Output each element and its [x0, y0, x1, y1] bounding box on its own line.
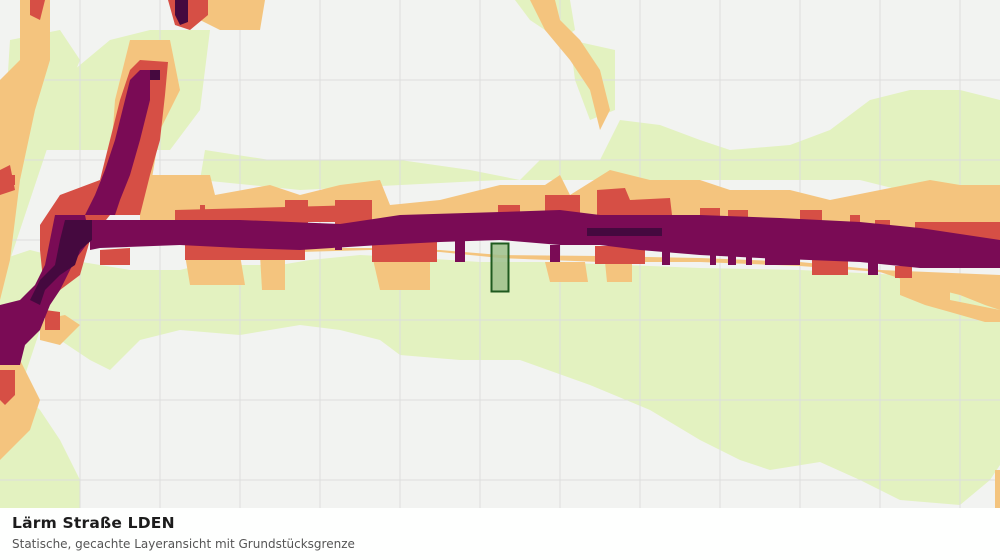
layer-subtitle: Statische, gecachte Layeransicht mit Gru… — [12, 537, 355, 551]
parcel-boundary[interactable] — [490, 242, 510, 293]
noise-map[interactable] — [0, 0, 1000, 508]
layer-title: Lärm Straße LDEN — [12, 514, 175, 532]
noise-band-highest — [30, 0, 662, 305]
map-caption: Lärm Straße LDEN Statische, gecachte Lay… — [0, 508, 1000, 560]
